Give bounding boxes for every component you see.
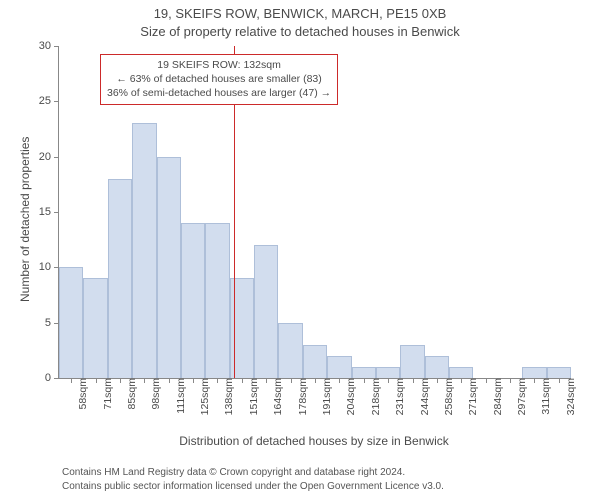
xtick-label: 58sqm [75,378,89,410]
xtick-mark [413,378,414,383]
xtick-label: 231sqm [392,378,406,415]
xtick-label: 284sqm [490,378,504,415]
xtick-label: 218sqm [368,378,382,415]
bar [59,267,83,378]
xtick-mark [559,378,560,383]
ytick-label: 0 [45,372,59,384]
xtick-mark [510,378,511,383]
bar [132,123,156,378]
xtick-label: 244sqm [417,378,431,415]
bar [181,223,205,378]
xtick-mark [266,378,267,383]
footnote-line: Contains HM Land Registry data © Crown c… [62,466,444,480]
xtick-mark [144,378,145,383]
xtick-mark [339,378,340,383]
callout-line: ← 63% of detached houses are smaller (83… [107,72,331,86]
ytick-label: 25 [39,95,59,107]
xtick-mark [96,378,97,383]
bar [278,323,302,378]
x-axis-label: Distribution of detached houses by size … [58,434,570,448]
xtick-label: 164sqm [270,378,284,415]
ytick-label: 30 [39,40,59,52]
ytick-label: 20 [39,151,59,163]
xtick-label: 191sqm [319,378,333,415]
xtick-mark [242,378,243,383]
bar [157,157,181,378]
xtick-mark [291,378,292,383]
xtick-mark [486,378,487,383]
xtick-mark [534,378,535,383]
ytick-label: 15 [39,206,59,218]
chart-title-main: 19, SKEIFS ROW, BENWICK, MARCH, PE15 0XB [0,6,600,21]
xtick-label: 71sqm [100,378,114,410]
xtick-mark [217,378,218,383]
y-axis-label: Number of detached properties [18,137,32,302]
ytick-label: 10 [39,261,59,273]
xtick-label: 138sqm [221,378,235,415]
chart-title-sub: Size of property relative to detached ho… [0,24,600,39]
footnote-line: Contains public sector information licen… [62,480,444,494]
bar [327,356,351,378]
xtick-mark [437,378,438,383]
xtick-mark [193,378,194,383]
xtick-label: 111sqm [173,378,187,414]
xtick-label: 98sqm [148,378,162,410]
xtick-mark [71,378,72,383]
plot-area: 19 SKEIFS ROW: 132sqm← 63% of detached h… [58,46,571,379]
callout-line: 36% of semi-detached houses are larger (… [107,86,331,100]
bar [352,367,376,378]
bar [522,367,546,378]
xtick-label: 297sqm [514,378,528,415]
xtick-label: 85sqm [124,378,138,410]
xtick-label: 151sqm [246,378,260,415]
footnote: Contains HM Land Registry data © Crown c… [62,466,444,493]
ytick-label: 5 [45,317,59,329]
bar [449,367,473,378]
bar [425,356,449,378]
xtick-mark [315,378,316,383]
xtick-label: 125sqm [197,378,211,415]
xtick-label: 178sqm [295,378,309,415]
bar [254,245,278,378]
callout-line: 19 SKEIFS ROW: 132sqm [107,58,331,72]
xtick-mark [388,378,389,383]
xtick-label: 204sqm [343,378,357,415]
xtick-mark [120,378,121,383]
callout-box: 19 SKEIFS ROW: 132sqm← 63% of detached h… [100,54,338,105]
bar [400,345,424,378]
bar [303,345,327,378]
xtick-label: 324sqm [563,378,577,415]
bar [83,278,107,378]
xtick-label: 258sqm [441,378,455,415]
xtick-mark [461,378,462,383]
bar [205,223,229,378]
bar [108,179,132,378]
chart-container: 19, SKEIFS ROW, BENWICK, MARCH, PE15 0XB… [0,0,600,500]
xtick-label: 311sqm [538,378,552,415]
bar [376,367,400,378]
xtick-mark [169,378,170,383]
bar [547,367,571,378]
xtick-label: 271sqm [465,378,479,415]
xtick-mark [364,378,365,383]
